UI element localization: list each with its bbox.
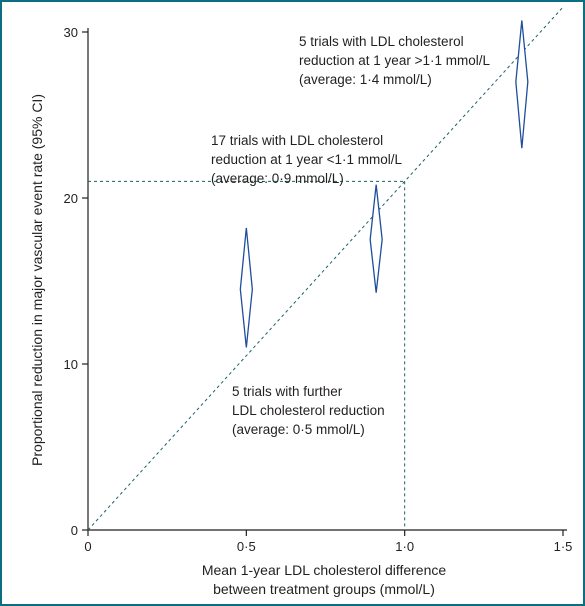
annotation-line: 17 trials with LDL cholesterol [211, 133, 383, 148]
y-tick-label: 20 [64, 191, 78, 206]
x-tick-label: 0 [84, 539, 91, 554]
annotation: 17 trials with LDL cholesterol reduction … [211, 133, 402, 186]
reference-diagonal-line [87, 6, 564, 531]
annotation-line: (average: 1·4 mmol/L) [299, 72, 432, 87]
ci-diamond [239, 227, 253, 348]
ci-diamond [515, 20, 529, 149]
x-tick-label: 1·5 [554, 539, 573, 554]
annotation-line: reduction at 1 year <1·1 mmol/L [211, 152, 402, 167]
axes [82, 28, 567, 536]
annotation: 5 trials with LDL cholesterol reduction a… [299, 34, 490, 87]
y-tick-label: 30 [64, 25, 78, 40]
annotations: 5 trials with further LDL cholesterol red… [211, 34, 490, 437]
tick-labels: 0 0·5 1·0 1·5 0 10 20 30 [64, 25, 573, 554]
annotation-line: (average: 0·9 mmol/L) [211, 171, 344, 186]
x-tick-label: 1·0 [395, 539, 414, 554]
annotation-line: (average: 0·5 mmol/L) [232, 422, 365, 437]
ci-diamond [369, 184, 383, 293]
annotation-line: 5 trials with LDL cholesterol [299, 34, 464, 49]
data-marks [239, 20, 529, 348]
x-axis-title-line-1: Mean 1-year LDL cholesterol difference [202, 562, 447, 578]
y-tick-label: 10 [64, 357, 78, 372]
y-tick-label: 0 [71, 523, 78, 538]
reference-lines [87, 6, 564, 531]
annotation-line: 5 trials with further [232, 384, 343, 399]
x-tick-label: 0·5 [237, 539, 256, 554]
x-axis-title-line-2: between treatment groups (mmol/L) [213, 581, 435, 597]
annotation: 5 trials with further LDL cholesterol red… [232, 384, 385, 437]
annotation-line: LDL cholesterol reduction [232, 403, 385, 418]
annotation-line: reduction at 1 year >1·1 mmol/L [299, 53, 490, 68]
y-axis-title: Proportional reduction in major vascular… [29, 94, 45, 466]
